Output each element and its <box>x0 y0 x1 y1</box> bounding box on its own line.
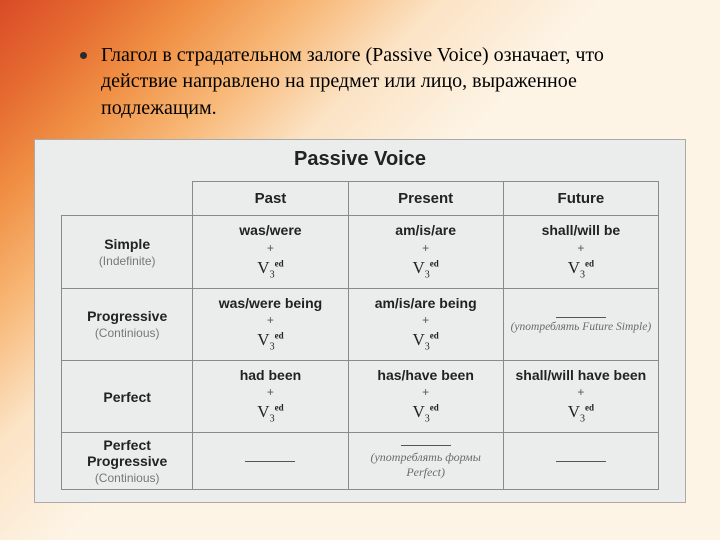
row-label: Perfect <box>68 389 186 405</box>
cell-prog-future: (употреблять Future Simple) <box>503 288 658 360</box>
v3-form: V3ed <box>257 257 283 282</box>
v3-form: V3ed <box>413 329 439 354</box>
row-perfect-progressive: Perfect Progressive (Continious) (употре… <box>62 433 659 490</box>
row-simple: Simple (Indefinite) was/were + V3ed am/i… <box>62 216 659 288</box>
aux-text: was/were being <box>197 295 343 313</box>
aux-text: had been <box>197 367 343 385</box>
plus-sign: + <box>353 313 499 328</box>
plus-sign: + <box>353 241 499 256</box>
rowhead-simple: Simple (Indefinite) <box>62 216 193 288</box>
plus-sign: + <box>508 241 654 256</box>
footnote-text: (употреблять формы Perfect) <box>370 450 480 479</box>
rowhead-perf-prog: Perfect Progressive (Continious) <box>62 433 193 490</box>
plus-sign: + <box>197 385 343 400</box>
aux-text: am/is/are being <box>353 295 499 313</box>
row-label: Progressive <box>68 308 186 324</box>
dash-icon <box>401 445 451 446</box>
row-label: Simple <box>68 236 186 252</box>
table-header-row: Past Present Future <box>62 182 659 216</box>
table-container: Passive Voice Past Present Future Simple <box>34 139 686 503</box>
passive-voice-table: Past Present Future Simple (Indefinite) … <box>61 181 659 490</box>
cell-perf-present: has/have been + V3ed <box>348 360 503 432</box>
aux-text: was/were <box>197 222 343 240</box>
cell-perfprog-present: (употреблять формы Perfect) <box>348 433 503 490</box>
v3-form: V3ed <box>413 401 439 426</box>
cell-perf-past: had been + V3ed <box>193 360 348 432</box>
row-progressive: Progressive (Continious) was/were being … <box>62 288 659 360</box>
cell-simple-present: am/is/are + V3ed <box>348 216 503 288</box>
aux-text: am/is/are <box>353 222 499 240</box>
dash-icon <box>556 317 606 318</box>
row-sublabel: (Indefinite) <box>68 254 186 268</box>
dash-icon <box>245 461 295 462</box>
aux-text: has/have been <box>353 367 499 385</box>
bullet-text: Глагол в страдательном залоге (Passive V… <box>101 42 651 121</box>
plus-sign: + <box>197 241 343 256</box>
slide: Глагол в страдательном залоге (Passive V… <box>0 0 720 540</box>
aux-text: shall/will be <box>508 222 654 240</box>
v3-form: V3ed <box>413 257 439 282</box>
v3-form: V3ed <box>257 401 283 426</box>
plus-sign: + <box>353 385 499 400</box>
plus-sign: + <box>197 313 343 328</box>
aux-text: shall/will have been <box>508 367 654 385</box>
row-sublabel: (Continious) <box>68 326 186 340</box>
table-title: Passive Voice <box>35 140 685 181</box>
cell-note: (употреблять Future Simple) <box>508 320 654 334</box>
table-corner <box>62 182 193 216</box>
cell-simple-past: was/were + V3ed <box>193 216 348 288</box>
row-sublabel: (Continious) <box>68 471 186 485</box>
bullet-dot-icon <box>80 52 87 59</box>
v3-form: V3ed <box>257 329 283 354</box>
rowhead-progressive: Progressive (Continious) <box>62 288 193 360</box>
bullet-row: Глагол в страдательном залоге (Passive V… <box>50 42 670 121</box>
dash-icon <box>556 461 606 462</box>
cell-perf-future: shall/will have been + V3ed <box>503 360 658 432</box>
col-present: Present <box>348 182 503 216</box>
cell-prog-present: am/is/are being + V3ed <box>348 288 503 360</box>
v3-form: V3ed <box>568 401 594 426</box>
row-label: Perfect Progressive <box>68 437 186 469</box>
cell-perfprog-future <box>503 433 658 490</box>
cell-prog-past: was/were being + V3ed <box>193 288 348 360</box>
cell-perfprog-past <box>193 433 348 490</box>
cell-simple-future: shall/will be + V3ed <box>503 216 658 288</box>
plus-sign: + <box>508 385 654 400</box>
v3-form: V3ed <box>568 257 594 282</box>
col-past: Past <box>193 182 348 216</box>
row-perfect: Perfect had been + V3ed has/have been + … <box>62 360 659 432</box>
col-future: Future <box>503 182 658 216</box>
rowhead-perfect: Perfect <box>62 360 193 432</box>
